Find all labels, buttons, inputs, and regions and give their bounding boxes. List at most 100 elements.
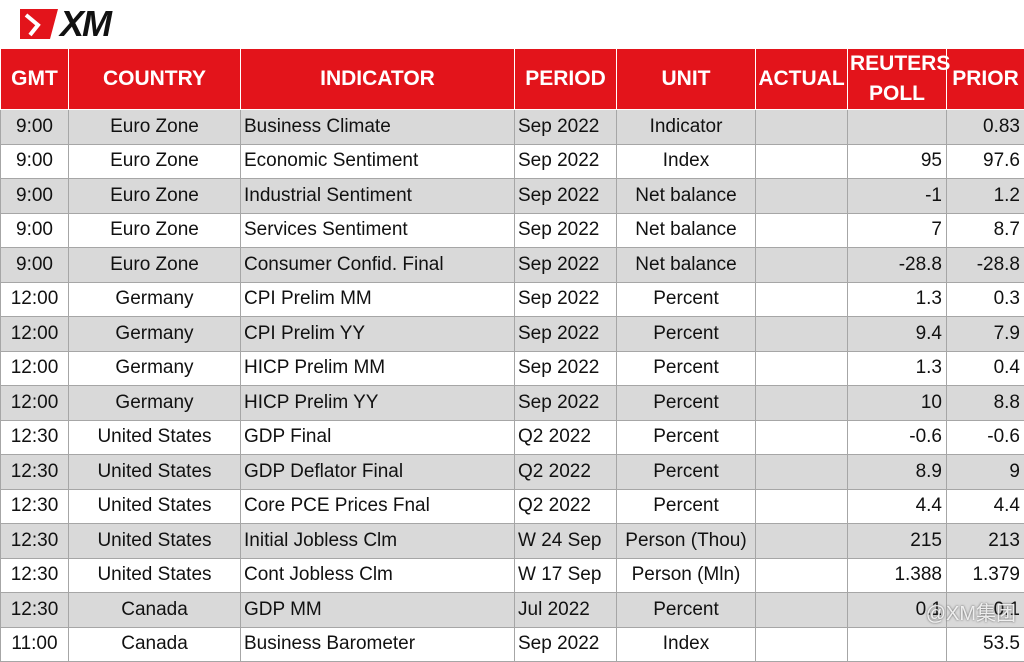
table-cell: 9:00 — [1, 248, 69, 283]
table-cell — [756, 144, 848, 179]
table-cell: GDP Deflator Final — [241, 455, 515, 490]
table-cell: Percent — [617, 386, 756, 421]
logo: XM — [18, 4, 110, 44]
table-cell: Germany — [69, 351, 241, 386]
table-cell: Sep 2022 — [515, 179, 617, 214]
table-cell: Q2 2022 — [515, 489, 617, 524]
table-cell: Sep 2022 — [515, 386, 617, 421]
table-cell: Cont Jobless Clm — [241, 558, 515, 593]
table-cell: -28.8 — [947, 248, 1024, 283]
table-cell: 1.3 — [848, 282, 947, 317]
table-cell: United States — [69, 558, 241, 593]
table-cell: Industrial Sentiment — [241, 179, 515, 214]
table-cell: 1.379 — [947, 558, 1024, 593]
table-cell: HICP Prelim MM — [241, 351, 515, 386]
table-cell: Percent — [617, 282, 756, 317]
table-cell: Euro Zone — [69, 248, 241, 283]
table-cell: Services Sentiment — [241, 213, 515, 248]
table-cell: Euro Zone — [69, 213, 241, 248]
table-cell — [756, 351, 848, 386]
table-cell: United States — [69, 489, 241, 524]
table-cell: Business Barometer — [241, 627, 515, 662]
table-cell: 8.9 — [848, 455, 947, 490]
table-cell: Euro Zone — [69, 144, 241, 179]
table-cell: Q2 2022 — [515, 455, 617, 490]
table-cell: 9:00 — [1, 179, 69, 214]
table-cell: Net balance — [617, 213, 756, 248]
table-cell — [756, 110, 848, 145]
table-cell: Percent — [617, 317, 756, 352]
table-cell: CPI Prelim YY — [241, 317, 515, 352]
column-header: ACTUAL — [756, 49, 848, 110]
column-header: INDICATOR — [241, 49, 515, 110]
table-cell: Indicator — [617, 110, 756, 145]
table-cell: 9.4 — [848, 317, 947, 352]
table-cell: 9:00 — [1, 144, 69, 179]
table-cell: 9:00 — [1, 110, 69, 145]
table-cell: HICP Prelim YY — [241, 386, 515, 421]
table-cell: Percent — [617, 420, 756, 455]
table-cell: W 17 Sep — [515, 558, 617, 593]
table-cell: 9:00 — [1, 213, 69, 248]
table-cell: Initial Jobless Clm — [241, 524, 515, 559]
table-cell — [756, 627, 848, 662]
table-cell: 9 — [947, 455, 1024, 490]
table-cell — [756, 455, 848, 490]
table-cell: 12:30 — [1, 420, 69, 455]
table-cell — [756, 179, 848, 214]
table-cell — [756, 317, 848, 352]
table-cell: 12:00 — [1, 282, 69, 317]
table-cell: 4.4 — [947, 489, 1024, 524]
table-cell: -28.8 — [848, 248, 947, 283]
table-cell: Business Climate — [241, 110, 515, 145]
table-cell: Sep 2022 — [515, 317, 617, 352]
table-cell: 1.2 — [947, 179, 1024, 214]
table-cell: Index — [617, 627, 756, 662]
table-cell — [756, 558, 848, 593]
table-cell: Person (Thou) — [617, 524, 756, 559]
table-cell: Core PCE Prices Fnal — [241, 489, 515, 524]
table-cell: Sep 2022 — [515, 351, 617, 386]
table-cell: Percent — [617, 593, 756, 628]
table-cell: 12:30 — [1, 455, 69, 490]
table-cell: Jul 2022 — [515, 593, 617, 628]
table-cell: United States — [69, 455, 241, 490]
column-header: UNIT — [617, 49, 756, 110]
table-cell: 10 — [848, 386, 947, 421]
table-cell: Net balance — [617, 179, 756, 214]
table-cell: 215 — [848, 524, 947, 559]
table-cell: Sep 2022 — [515, 282, 617, 317]
table-cell: GDP MM — [241, 593, 515, 628]
table-cell: 0.3 — [947, 282, 1024, 317]
table-cell — [756, 593, 848, 628]
table-cell: W 24 Sep — [515, 524, 617, 559]
table-cell: 4.4 — [848, 489, 947, 524]
table-cell: Consumer Confid. Final — [241, 248, 515, 283]
logo-icon — [18, 7, 60, 41]
table-cell: 12:30 — [1, 593, 69, 628]
table-cell: Percent — [617, 455, 756, 490]
table-cell: Sep 2022 — [515, 110, 617, 145]
column-header: REUTERS POLL — [848, 49, 947, 110]
table-cell — [756, 282, 848, 317]
table-cell: 1.3 — [848, 351, 947, 386]
table-cell: 11:00 — [1, 627, 69, 662]
table-cell — [756, 420, 848, 455]
table-cell: Q2 2022 — [515, 420, 617, 455]
column-header: GMT — [1, 49, 69, 110]
table-cell: CPI Prelim MM — [241, 282, 515, 317]
logo-text: XM — [60, 3, 110, 45]
table-cell: 95 — [848, 144, 947, 179]
table-cell: Economic Sentiment — [241, 144, 515, 179]
